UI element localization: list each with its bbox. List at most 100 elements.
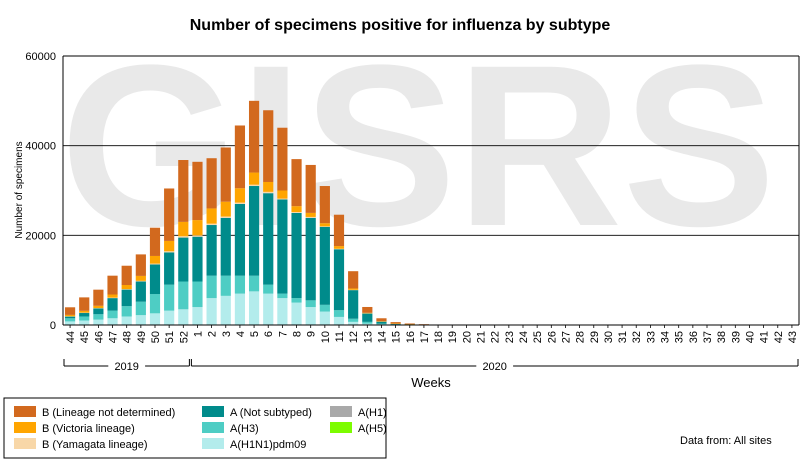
bar-segment — [277, 198, 288, 200]
bar-segment — [192, 281, 203, 308]
bar-segment — [93, 319, 104, 325]
x-tick-label: 16 — [405, 331, 417, 343]
x-tick-label: 31 — [617, 331, 629, 343]
bar-segment — [333, 249, 345, 311]
bar-segment — [263, 181, 274, 192]
bar-segment — [220, 275, 231, 296]
bar-segment — [192, 236, 203, 282]
bar-segment — [64, 321, 76, 325]
bar-segment — [79, 310, 90, 313]
y-axis-label: Number of specimens — [14, 141, 25, 238]
x-tick-label: 18 — [433, 331, 445, 343]
bar-segment — [220, 216, 231, 218]
x-tick-labels: 44 45 46 47 48 49 50 51 52 1 2 3 4 5 6 7 8 9 10 11 12 13 14 15 1… — [65, 325, 799, 343]
x-tick-label: 13 — [362, 331, 374, 343]
bar-segment — [121, 289, 132, 290]
bar-segment — [107, 310, 118, 319]
bar-segment — [107, 275, 118, 295]
x-tick-label: 44 — [65, 331, 77, 343]
legend-label: A (Not subtyped) — [230, 407, 312, 419]
bar-segment — [291, 206, 302, 213]
legend-label: B (Yamagata lineage) — [42, 439, 148, 451]
bar-segment — [121, 306, 132, 317]
bar-segment — [277, 190, 288, 199]
bar-segment — [107, 298, 118, 311]
legend-swatch — [330, 406, 352, 417]
x-tick-label: 28 — [575, 331, 587, 343]
x-tick-label: 36 — [688, 331, 700, 343]
bar-segment — [305, 307, 316, 325]
bar-segment — [149, 255, 161, 264]
bar-segment — [234, 203, 246, 276]
bar-segment — [206, 208, 217, 224]
bar-segment — [376, 318, 387, 322]
bar-segment — [376, 323, 387, 325]
bar-segment — [192, 235, 203, 237]
bar-segment — [348, 321, 359, 325]
bar-segment — [248, 172, 260, 185]
bar-segment — [248, 186, 260, 276]
x-tick-label: 4 — [235, 331, 247, 337]
bar-segment — [64, 316, 76, 319]
bar-segment — [291, 298, 302, 303]
bar-segment — [263, 293, 274, 325]
bar-segment — [206, 158, 217, 209]
bar-segment — [348, 318, 359, 322]
bar-segment — [121, 265, 132, 286]
y-tick-label: 0 — [50, 320, 56, 332]
x-tick-label: 22 — [490, 331, 502, 343]
bar-segment — [305, 164, 316, 213]
bar-segment — [135, 280, 146, 282]
bar-segment — [220, 217, 231, 276]
bar-segment — [305, 216, 316, 218]
bars — [64, 100, 798, 326]
legend-swatch — [202, 406, 224, 417]
y-tick-label: 40000 — [25, 141, 56, 153]
x-tick-label: 3 — [221, 331, 233, 337]
y-tick-label: 20000 — [25, 230, 56, 242]
bar-segment — [319, 311, 330, 325]
bar-segment — [277, 127, 288, 191]
x-axis-label: Weeks — [411, 375, 451, 390]
bar-segment — [234, 125, 246, 189]
bar-segment — [362, 321, 373, 324]
bar-segment — [291, 212, 302, 299]
legend-box — [3, 397, 387, 459]
bar-segment — [277, 298, 288, 325]
bar-segment — [248, 291, 260, 326]
bar-segment — [333, 316, 345, 325]
x-tick-label: 6 — [263, 331, 275, 337]
bar-segment — [220, 201, 231, 217]
legend-swatch — [14, 438, 36, 449]
bar-segment — [64, 307, 76, 315]
x-tick-label: 40 — [744, 331, 756, 343]
bar-segment — [277, 293, 288, 299]
bar-segment — [178, 236, 189, 238]
bar-segment — [107, 294, 118, 298]
bar-segment — [93, 289, 104, 306]
x-tick-label: 43 — [787, 331, 799, 343]
x-tick-label: 35 — [674, 331, 686, 343]
x-tick-label: 52 — [178, 331, 190, 343]
bar-segment — [64, 314, 76, 317]
bar-segment — [79, 316, 90, 321]
bar-segment — [206, 298, 217, 325]
bar-segment — [149, 313, 161, 325]
bar-segment — [64, 318, 76, 322]
x-tick-label: 23 — [504, 331, 516, 343]
x-tick-label: 30 — [603, 331, 615, 343]
bar-segment — [234, 188, 246, 203]
legend-label: B (Victoria lineage) — [42, 423, 135, 435]
bar-segment — [192, 220, 203, 236]
bar-segment — [319, 226, 330, 305]
bar-segment — [319, 186, 330, 224]
bar-segment — [305, 300, 316, 308]
bar-segment — [206, 225, 217, 276]
x-tick-label: 17 — [419, 331, 431, 343]
x-tick-label: 9 — [306, 331, 318, 337]
legend-label: A(H3) — [230, 423, 259, 435]
bar-segment — [93, 314, 104, 320]
x-tick-label: 10 — [320, 331, 332, 343]
bar-segment — [305, 212, 316, 217]
bar-segment — [135, 281, 146, 302]
